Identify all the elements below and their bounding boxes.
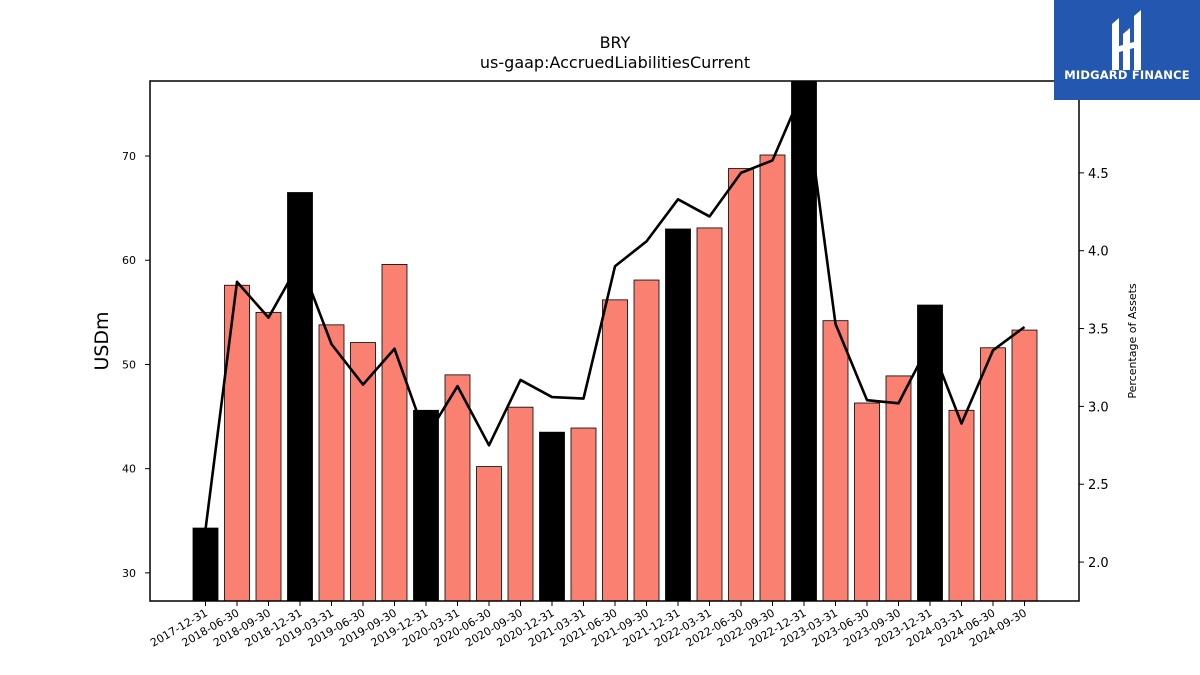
bar-2023-12-31 [917, 304, 943, 602]
bar-2018-06-30 [224, 284, 250, 602]
chart-title: BRY [600, 33, 631, 52]
y-axis-label: USDm [91, 311, 113, 370]
bar-2019-12-31 [413, 409, 439, 602]
bar-2019-09-30 [381, 264, 408, 602]
bar-2019-03-31 [318, 324, 345, 602]
bar-2023-09-30 [885, 375, 912, 602]
y-tick-label: 70 [122, 150, 136, 163]
percentage-of-assets-line [204, 85, 1026, 530]
y-tick-label: 50 [122, 358, 136, 371]
bar-2018-09-30 [255, 311, 282, 602]
bar-2023-03-31 [822, 320, 849, 602]
bar-2022-03-31 [696, 227, 723, 602]
bar-2021-09-30 [633, 279, 660, 602]
bar-2021-06-30 [602, 299, 628, 602]
y2-tick-label: 2.0 [1088, 556, 1109, 571]
y2-axis-label: Percentage of Assets [1126, 283, 1139, 399]
bar-2022-06-30 [728, 168, 754, 602]
bar-2023-06-30 [854, 402, 880, 602]
bar-2024-03-31 [948, 409, 975, 602]
bar-2021-12-31 [665, 228, 691, 602]
bar-2022-09-30 [759, 154, 786, 602]
y2-tick-label: 3.0 [1088, 400, 1109, 415]
bar-2020-09-30 [507, 406, 534, 602]
y-tick-label: 60 [122, 254, 136, 267]
bar-2019-06-30 [350, 342, 376, 602]
midgard-logo-icon [1112, 10, 1141, 70]
bar-2020-12-31 [539, 431, 565, 602]
brand-logo: MIDGARD FINANCE [1054, 0, 1200, 100]
chart-subtitle: us-gaap:AccruedLiabilitiesCurrent [480, 53, 750, 72]
y2-tick-label: 2.5 [1088, 478, 1109, 493]
bar-2024-09-30 [1011, 329, 1038, 602]
bar-2021-03-31 [570, 427, 597, 602]
y2-tick-label: 4.0 [1088, 245, 1109, 260]
brand-logo-text: MIDGARD FINANCE [1064, 68, 1190, 82]
bar-2018-12-31 [287, 192, 313, 602]
y2-tick-label: 4.5 [1088, 167, 1109, 182]
y-tick-label: 40 [122, 463, 136, 476]
bar-2017-12-31 [192, 527, 219, 602]
bar-2020-03-31 [444, 374, 471, 602]
bar-2024-06-30 [980, 347, 1006, 602]
bar-2020-06-30 [476, 466, 502, 602]
bar-2022-12-31 [791, 80, 817, 602]
y2-tick-label: 3.5 [1088, 323, 1109, 338]
y-tick-label: 30 [122, 567, 136, 580]
